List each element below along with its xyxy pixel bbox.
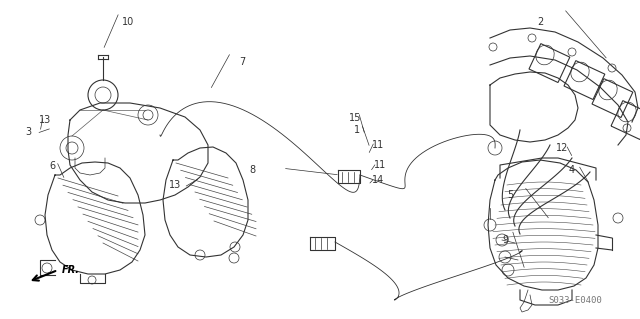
Bar (564, 61, 605, 100)
Text: S033-E0400: S033-E0400 (548, 296, 602, 305)
Text: 10: 10 (122, 17, 134, 27)
Text: FR.: FR. (62, 265, 80, 275)
Text: 4: 4 (569, 165, 575, 175)
Bar (592, 78, 633, 117)
Text: 1: 1 (354, 125, 360, 135)
Bar (529, 44, 570, 83)
Text: 11: 11 (372, 140, 384, 150)
Text: 2: 2 (537, 17, 543, 27)
Text: 8: 8 (249, 165, 255, 175)
Text: 5: 5 (507, 190, 513, 200)
Text: 13: 13 (169, 180, 181, 190)
Text: 6: 6 (49, 161, 55, 171)
Bar (611, 100, 640, 139)
Text: 12: 12 (556, 143, 568, 153)
Text: 11: 11 (374, 160, 386, 170)
Text: 9: 9 (502, 235, 508, 245)
Text: 3: 3 (25, 127, 31, 137)
Text: 7: 7 (239, 57, 245, 67)
Text: 15: 15 (349, 113, 361, 123)
Text: 13: 13 (39, 115, 51, 125)
Text: 14: 14 (372, 175, 384, 185)
